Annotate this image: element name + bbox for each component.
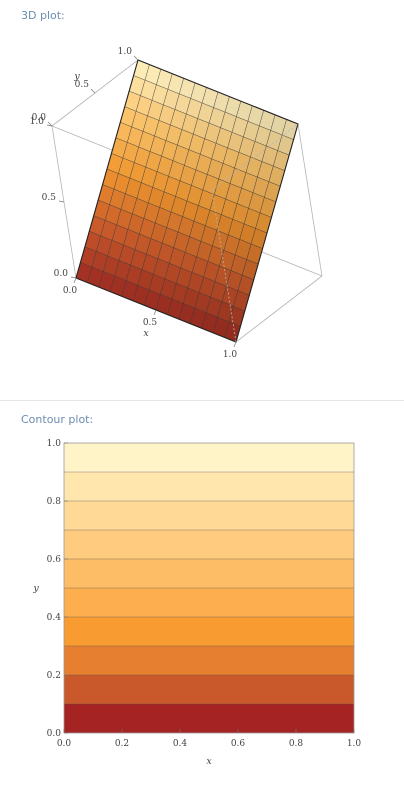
y-axis-label: y: [32, 583, 39, 594]
z-tick-label: 0.5: [42, 193, 57, 203]
contour-band: [64, 704, 354, 733]
x-tick-label: 0.6: [231, 739, 246, 749]
box-edge: [298, 124, 322, 276]
contour-band: [64, 530, 354, 559]
contour-chart: 0.0 0.2 0.4 0.6 0.8 1.0 0.0 0.2 0.4 0.6 0.8 1.0 x y: [0, 401, 404, 787]
y-axis-label: y: [73, 71, 80, 82]
y-tick-label: 1.0: [118, 47, 133, 57]
z-tick-mark: [59, 201, 64, 202]
y-tick-label: 0.8: [47, 497, 62, 507]
contour-band: [64, 646, 354, 675]
y-tick-label: 0.0: [32, 113, 47, 123]
contour-band: [64, 675, 354, 704]
contour-band: [64, 443, 354, 472]
x-tick-label: 0.4: [173, 739, 188, 749]
x-axis-label: x: [206, 756, 212, 767]
y-tick-label: 0.0: [47, 729, 62, 739]
plot3d-pod: 3D plot: 0.0 0.5 1.0 0.0 0.5 1.0 0.0 0.5 1.0 x y: [0, 0, 404, 400]
z-tick-mark: [71, 277, 76, 278]
contour-band: [64, 501, 354, 530]
contour-band: [64, 559, 354, 588]
y-tick-mark: [134, 56, 138, 60]
x-axis-label: x: [143, 328, 149, 339]
contour-band: [64, 588, 354, 617]
x-tick-label: 0.2: [115, 739, 129, 749]
x-tick-mark: [154, 310, 156, 315]
contour-band: [64, 617, 354, 646]
x-tick-label: 0.5: [143, 318, 158, 328]
y-tick-label: 0.2: [47, 671, 61, 681]
x-tick-mark: [234, 342, 236, 347]
z-tick-label: 0.0: [54, 269, 69, 279]
x-tick-label: 0.8: [289, 739, 304, 749]
x-tick-label: 1.0: [347, 739, 362, 749]
x-tick-label: 1.0: [223, 350, 238, 360]
x-tick-mark: [74, 278, 76, 283]
plot3d-chart: 0.00.51.00.00.51.00.00.51.0xy: [0, 0, 404, 400]
x-tick-label: 0.0: [57, 739, 72, 749]
y-tick-mark: [91, 89, 95, 93]
surface: [76, 60, 298, 342]
x-tick-label: 0.0: [63, 286, 78, 296]
y-tick-label: 1.0: [47, 439, 62, 449]
y-tick-label: 0.4: [47, 613, 62, 623]
contour-band: [64, 472, 354, 501]
y-tick-label: 0.6: [47, 555, 62, 565]
contour-pod: Contour plot: 0.0 0.2 0.4 0.6 0.8 1.0 0.0 0.2 0.…: [0, 401, 404, 787]
